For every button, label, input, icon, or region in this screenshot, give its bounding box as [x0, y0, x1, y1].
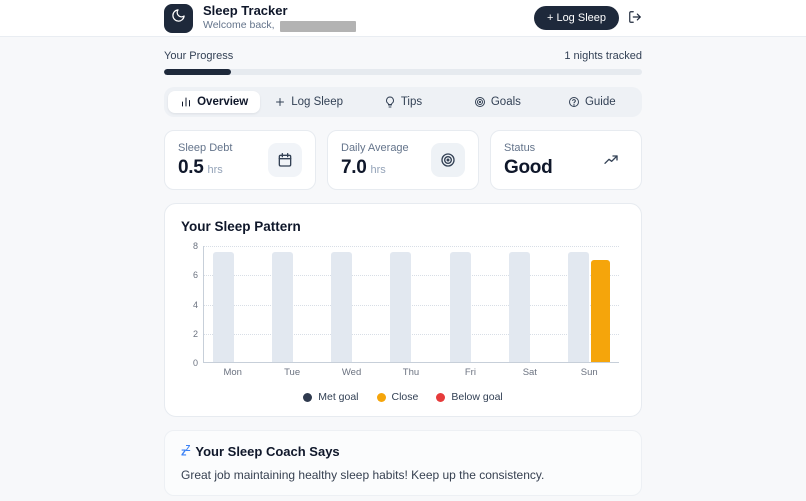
log-out-icon: [628, 10, 642, 27]
app-header: Sleep Tracker Welcome back, + Log Sleep: [0, 0, 806, 37]
legend-dot: [376, 392, 386, 402]
calendar-icon: [268, 143, 302, 177]
sleep-pattern-chart: 0 2 4 6 8: [181, 241, 625, 368]
tab-tips[interactable]: Tips: [357, 91, 449, 113]
legend-dot: [436, 392, 446, 402]
coach-message: Great job maintaining healthy sleep habi…: [181, 468, 545, 482]
goal-bar-sat: [509, 252, 531, 362]
redacted-user-name: [279, 20, 356, 32]
stat-value: 7.0: [341, 156, 367, 178]
coach-title: Your Sleep Coach Says: [195, 444, 340, 459]
log-sleep-button-label: + Log Sleep: [546, 12, 606, 24]
moon-icon: [171, 8, 186, 28]
goal-bar-sun: [568, 252, 590, 362]
sleep-coach-card: zZ Your Sleep Coach Says Great job maint…: [164, 430, 642, 496]
y-tick-label: 6: [192, 270, 198, 281]
x-label-thu: Thu: [402, 367, 420, 378]
tab-bar: Overview Log Sleep Tips Goals Guide: [164, 87, 642, 117]
tab-label: Log Sleep: [291, 96, 343, 108]
stat-unit: hrs: [207, 163, 223, 176]
x-label-sat: Sat: [522, 367, 537, 378]
legend-label: Below goal: [451, 391, 503, 403]
app-logo: [164, 3, 193, 33]
x-label-tue: Tue: [284, 367, 301, 378]
y-tick-label: 4: [192, 299, 198, 310]
actual-bar-sun: [591, 260, 611, 362]
plus-icon: [274, 96, 286, 108]
legend-item-close: Close: [376, 391, 419, 403]
stat-label: Sleep Debt: [178, 141, 233, 154]
bar-group-thu: [382, 246, 441, 362]
stat-cards: Sleep Debt 0.5 hrs Daily Average 7.0 hrs Statu…: [164, 130, 642, 190]
gridline: [204, 275, 619, 277]
goal-bar-tue: [271, 252, 293, 362]
legend-item-below-goal: Below goal: [436, 391, 503, 403]
gridline: [204, 333, 619, 335]
tab-label: Goals: [490, 96, 521, 108]
bar-group-mon: [204, 246, 263, 362]
y-tick-label: 8: [192, 241, 198, 251]
tab-overview[interactable]: Overview: [168, 91, 261, 113]
legend-label: Met goal: [318, 391, 359, 403]
chart-x-axis: Mon Tue Wed Thu Fri Sat Sun: [201, 363, 625, 378]
welcome-text: Welcome back,: [203, 19, 275, 32]
gridline: [204, 246, 619, 247]
stat-card-status: Status Good: [490, 130, 642, 190]
legend-item-met-goal: Met goal: [303, 391, 359, 403]
goal-bar-mon: [212, 252, 234, 362]
stat-label: Status: [504, 141, 536, 154]
x-label-mon: Mon: [223, 367, 242, 378]
bar-group-wed: [323, 246, 382, 362]
bar-chart-icon: [180, 96, 192, 108]
sleep-pattern-card: Your Sleep Pattern 0 2 4 6 8 Mon Tue Wed Thu Fri…: [164, 203, 642, 417]
tab-guide[interactable]: Guide: [546, 91, 638, 113]
x-label-wed: Wed: [341, 367, 362, 378]
goal-bar-thu: [390, 252, 412, 362]
x-label-fri: Fri: [464, 367, 476, 378]
chart-title: Your Sleep Pattern: [181, 219, 301, 234]
stat-card-sleep-debt: Sleep Debt 0.5 hrs: [164, 130, 316, 190]
goal-bar-wed: [331, 252, 353, 362]
nights-tracked-count: 1 nights tracked: [564, 50, 642, 62]
zzz-icon: zZ: [181, 443, 190, 459]
help-circle-icon: [568, 96, 580, 108]
bar-group-sun: [560, 246, 619, 362]
bar-group-sat: [500, 246, 559, 362]
stat-value: 0.5: [178, 156, 204, 178]
progress-bar: [164, 69, 642, 75]
goal-bar-fri: [449, 252, 471, 362]
stat-card-daily-average: Daily Average 7.0 hrs: [327, 130, 479, 190]
chart-legend: Met goal Close Below goal: [181, 391, 625, 403]
y-tick-label: 2: [192, 328, 198, 339]
stat-value: Good: [504, 156, 553, 178]
chart-plot-area: [203, 246, 619, 363]
tab-label: Overview: [197, 96, 249, 108]
trending-up-icon: [594, 143, 628, 177]
bar-group-fri: [441, 246, 500, 362]
target-icon: [474, 96, 486, 108]
logout-button[interactable]: [628, 10, 642, 27]
target-icon: [431, 143, 465, 177]
progress-section: Your Progress 1 nights tracked: [164, 50, 642, 75]
progress-bar-fill: [164, 69, 231, 75]
x-label-sun: Sun: [580, 367, 598, 378]
y-tick-label: 0: [192, 358, 198, 368]
bar-group-tue: [263, 246, 322, 362]
lightbulb-icon: [384, 96, 396, 108]
app-title: Sleep Tracker: [203, 3, 288, 19]
tab-goals[interactable]: Goals: [451, 91, 543, 113]
legend-label: Close: [391, 391, 419, 403]
gridline: [204, 304, 619, 306]
legend-dot: [303, 392, 313, 402]
stat-unit: hrs: [370, 163, 386, 176]
progress-label: Your Progress: [164, 50, 234, 62]
tab-label: Tips: [400, 96, 423, 108]
chart-y-axis: 0 2 4 6 8: [183, 241, 203, 368]
tab-label: Guide: [584, 96, 616, 108]
stat-label: Daily Average: [341, 141, 409, 154]
log-sleep-button[interactable]: + Log Sleep: [533, 6, 619, 30]
tab-log-sleep[interactable]: Log Sleep: [262, 91, 354, 113]
